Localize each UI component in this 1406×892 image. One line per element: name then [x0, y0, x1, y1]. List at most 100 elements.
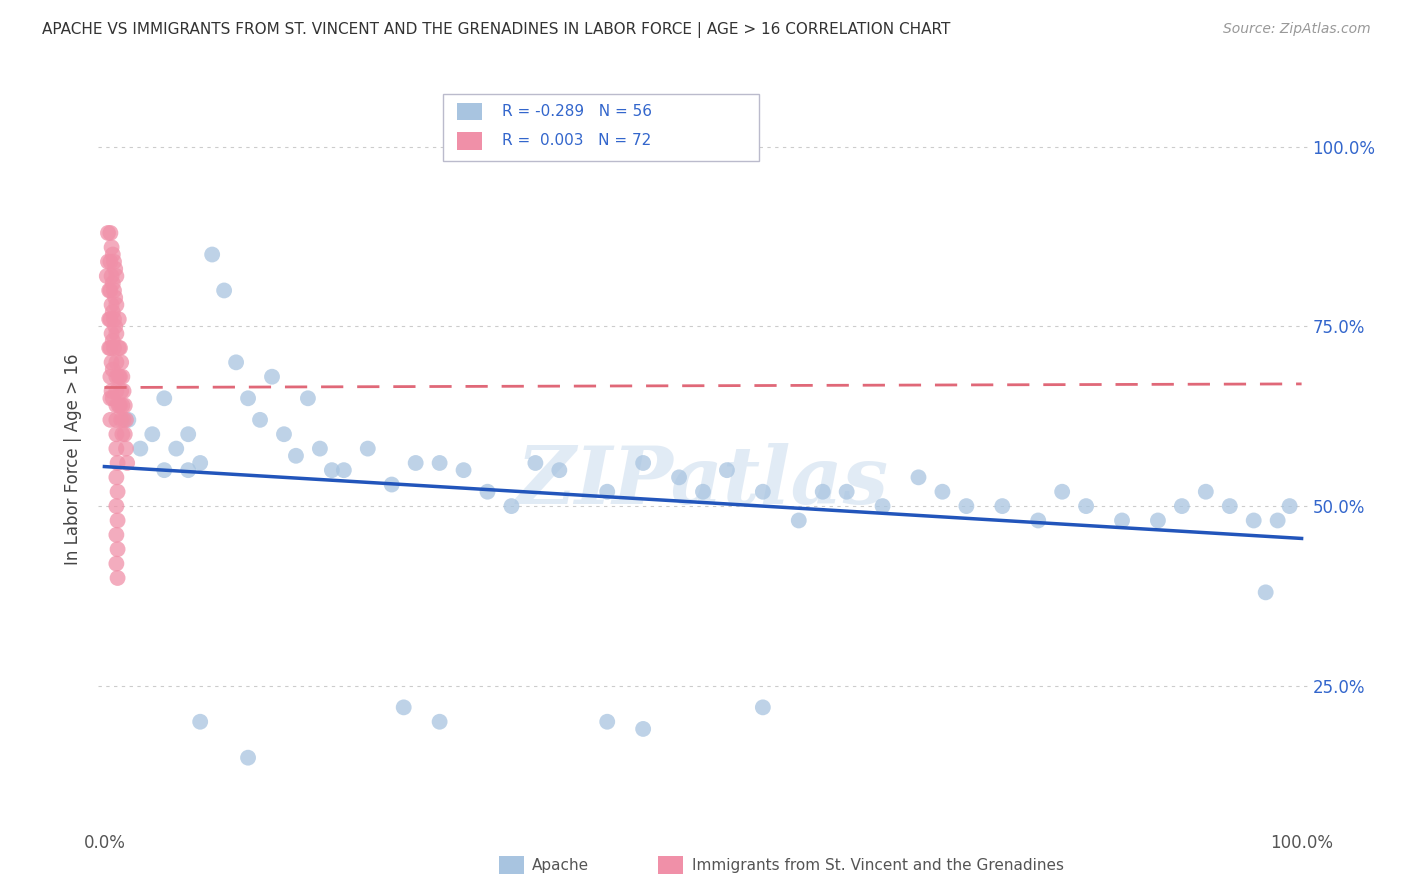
- Point: [108, 341, 131, 355]
- Point: [477, 484, 499, 499]
- Point: [108, 369, 131, 384]
- Point: [1278, 499, 1301, 513]
- Point: [596, 714, 619, 729]
- Point: [107, 341, 129, 355]
- Point: [112, 413, 135, 427]
- Point: [129, 442, 152, 456]
- Text: Immigrants from St. Vincent and the Grenadines: Immigrants from St. Vincent and the Gren…: [692, 858, 1064, 872]
- Point: [752, 700, 775, 714]
- Point: [1267, 513, 1289, 527]
- Point: [100, 326, 122, 341]
- Point: [429, 456, 451, 470]
- Point: [872, 499, 894, 513]
- Point: [429, 714, 451, 729]
- Point: [101, 334, 124, 348]
- Point: [96, 269, 118, 284]
- Point: [100, 384, 122, 398]
- Point: [103, 312, 125, 326]
- Point: [97, 254, 120, 268]
- Point: [104, 261, 127, 276]
- Point: [273, 427, 295, 442]
- Point: [105, 326, 128, 341]
- Point: [100, 413, 122, 427]
- Point: [249, 413, 271, 427]
- Point: [111, 399, 134, 413]
- Point: [107, 399, 129, 413]
- Point: [165, 442, 187, 456]
- Point: [103, 284, 125, 298]
- Point: [991, 499, 1014, 513]
- Point: [107, 456, 129, 470]
- Point: [107, 542, 129, 557]
- Point: [105, 557, 128, 571]
- Point: [907, 470, 929, 484]
- Point: [115, 442, 138, 456]
- Point: [101, 392, 124, 406]
- Point: [201, 247, 224, 261]
- Point: [105, 499, 128, 513]
- Point: [98, 312, 121, 326]
- Point: [100, 369, 122, 384]
- Point: [114, 427, 136, 442]
- Point: [297, 392, 319, 406]
- Point: [107, 369, 129, 384]
- Point: [103, 254, 125, 268]
- Point: [153, 463, 176, 477]
- Point: [236, 392, 259, 406]
- Text: R = -0.289   N = 56: R = -0.289 N = 56: [502, 104, 652, 119]
- Point: [112, 384, 135, 398]
- Point: [115, 456, 138, 470]
- Point: [357, 442, 380, 456]
- Text: Source: ZipAtlas.com: Source: ZipAtlas.com: [1223, 22, 1371, 37]
- Point: [107, 571, 129, 585]
- Point: [115, 413, 138, 427]
- Point: [212, 284, 235, 298]
- Point: [955, 499, 977, 513]
- Point: [716, 463, 738, 477]
- Point: [1026, 513, 1049, 527]
- Point: [100, 355, 122, 369]
- Point: [114, 399, 136, 413]
- Text: Apache: Apache: [531, 858, 589, 872]
- Point: [225, 355, 247, 369]
- Point: [309, 442, 332, 456]
- Point: [110, 355, 132, 369]
- Point: [177, 427, 200, 442]
- Y-axis label: In Labor Force | Age > 16: In Labor Force | Age > 16: [65, 353, 83, 566]
- Point: [105, 399, 128, 413]
- Point: [668, 470, 690, 484]
- Point: [104, 291, 127, 305]
- Point: [260, 369, 283, 384]
- Point: [100, 392, 122, 406]
- Point: [105, 369, 128, 384]
- Point: [1050, 484, 1073, 499]
- Point: [105, 298, 128, 312]
- Point: [188, 456, 211, 470]
- Point: [453, 463, 475, 477]
- Point: [107, 312, 129, 326]
- Point: [177, 463, 200, 477]
- Point: [405, 456, 427, 470]
- Point: [100, 312, 122, 326]
- Point: [692, 484, 714, 499]
- Point: [100, 341, 122, 355]
- Point: [835, 484, 858, 499]
- Point: [100, 226, 122, 240]
- Point: [381, 477, 404, 491]
- Point: [1254, 585, 1277, 599]
- Point: [392, 700, 415, 714]
- Point: [100, 269, 122, 284]
- Text: R =  0.003   N = 72: R = 0.003 N = 72: [502, 134, 651, 148]
- Point: [100, 284, 122, 298]
- Point: [101, 362, 124, 376]
- Point: [188, 714, 211, 729]
- Point: [110, 413, 132, 427]
- Point: [101, 305, 124, 319]
- Point: [524, 456, 547, 470]
- Point: [1147, 513, 1170, 527]
- Point: [236, 750, 259, 764]
- Point: [105, 442, 128, 456]
- Point: [103, 341, 125, 355]
- Point: [321, 463, 343, 477]
- Point: [752, 484, 775, 499]
